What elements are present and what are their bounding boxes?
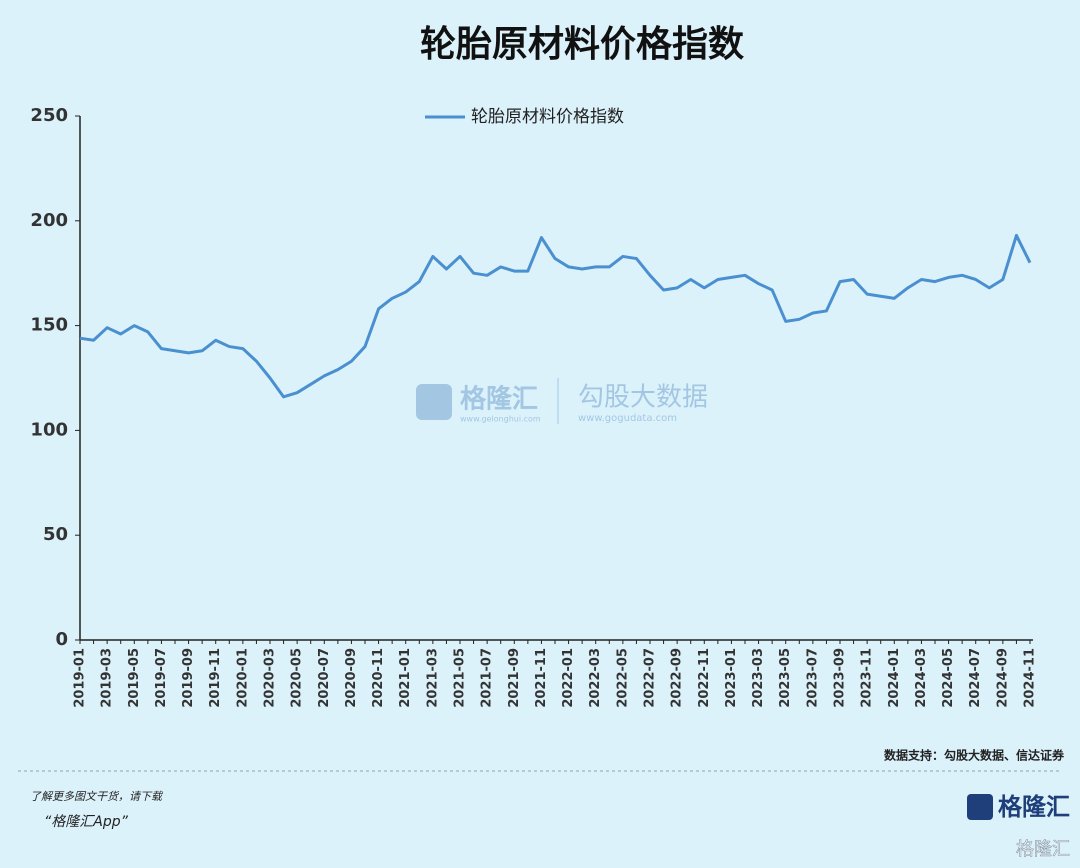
watermark-partner: 勾股大数据 [578,383,708,413]
chart-title: 轮胎原材料价格指数 [420,24,744,65]
x-tick-label: 2022-01 [561,648,576,708]
y-tick-label: 150 [30,315,68,336]
x-tick-label: 2024-05 [941,648,956,708]
x-tick-label: 2023-11 [860,648,875,708]
x-tick-label: 2023-05 [778,648,793,708]
footer-line1: 了解更多图文干货，请下载 [30,790,164,803]
x-tick-label: 2022-03 [588,648,603,708]
x-tick-label: 2023-07 [805,648,820,708]
x-tick-label: 2024-03 [914,648,929,708]
x-tick-label: 2022-05 [615,648,630,708]
x-tick-label: 2023-09 [833,648,848,708]
plot: 0 50 100 150 200 250 2019-01 2019-03 2019-05 2019… [30,105,1037,708]
watermark-partner-url: www.gogudata.com [578,413,677,424]
watermark-url: www.gelonghui.com [460,415,541,424]
y-tick-label: 250 [30,105,68,126]
x-tick-label: 2020-09 [344,648,359,708]
x-tick-label: 2024-11 [1023,648,1038,708]
series-line [79,233,1032,399]
watermark: 格隆汇 www.gelonghui.com 勾股大数据 www.gogudata… [416,378,708,424]
y-tick-label: 100 [30,419,68,440]
x-tick-label: 2022-09 [670,648,685,708]
legend-label: 轮胎原材料价格指数 [471,107,624,127]
x-tick-label: 2020-03 [263,648,278,708]
x-tick-label: 2020-07 [317,648,332,708]
x-tick-label: 2022-11 [697,648,712,708]
x-tick-label: 2020-11 [371,648,386,708]
watermark-icon [416,384,452,420]
footer-logo: 格隆汇 [998,793,1070,821]
y-tick-label: 200 [30,210,68,231]
x-tick-label: 2019-11 [208,648,223,708]
x-tick-label: 2019-05 [127,648,142,708]
x-tick-label: 2019-03 [100,648,115,708]
x-tick-label: 2021-11 [534,648,549,708]
x-tick-label: 2020-01 [235,648,250,708]
x-tick-label: 2024-07 [968,648,983,708]
x-tick-label: 2019-09 [181,648,196,708]
x-tick-label: 2021-09 [507,648,522,708]
watermark-brand: 格隆汇 [460,384,538,415]
corner-watermark: 格隆汇 [1016,839,1070,860]
x-tick-label: 2023-01 [724,648,739,708]
x-tick-label: 2024-01 [887,648,902,708]
x-tick-label: 2020-05 [290,648,305,708]
footer-logo-icon [967,794,993,820]
x-tick-label: 2023-03 [751,648,766,708]
x-tick-label: 2024-09 [995,648,1010,708]
x-tick-label: 2021-07 [480,648,495,708]
footer-line2: “格隆汇App” [44,814,129,830]
x-tick-label: 2022-07 [643,648,658,708]
source-note: 数据支持：勾股大数据、信达证券 [884,748,1065,763]
x-tick-label: 2019-01 [73,648,88,708]
x-tick-label: 2021-05 [453,648,468,708]
x-tick-label: 2021-01 [398,648,413,708]
y-tick-label: 50 [43,524,68,545]
x-tick-label: 2021-03 [425,648,440,708]
y-tick-label: 0 [55,629,68,650]
x-tick-label: 2019-07 [154,648,169,708]
